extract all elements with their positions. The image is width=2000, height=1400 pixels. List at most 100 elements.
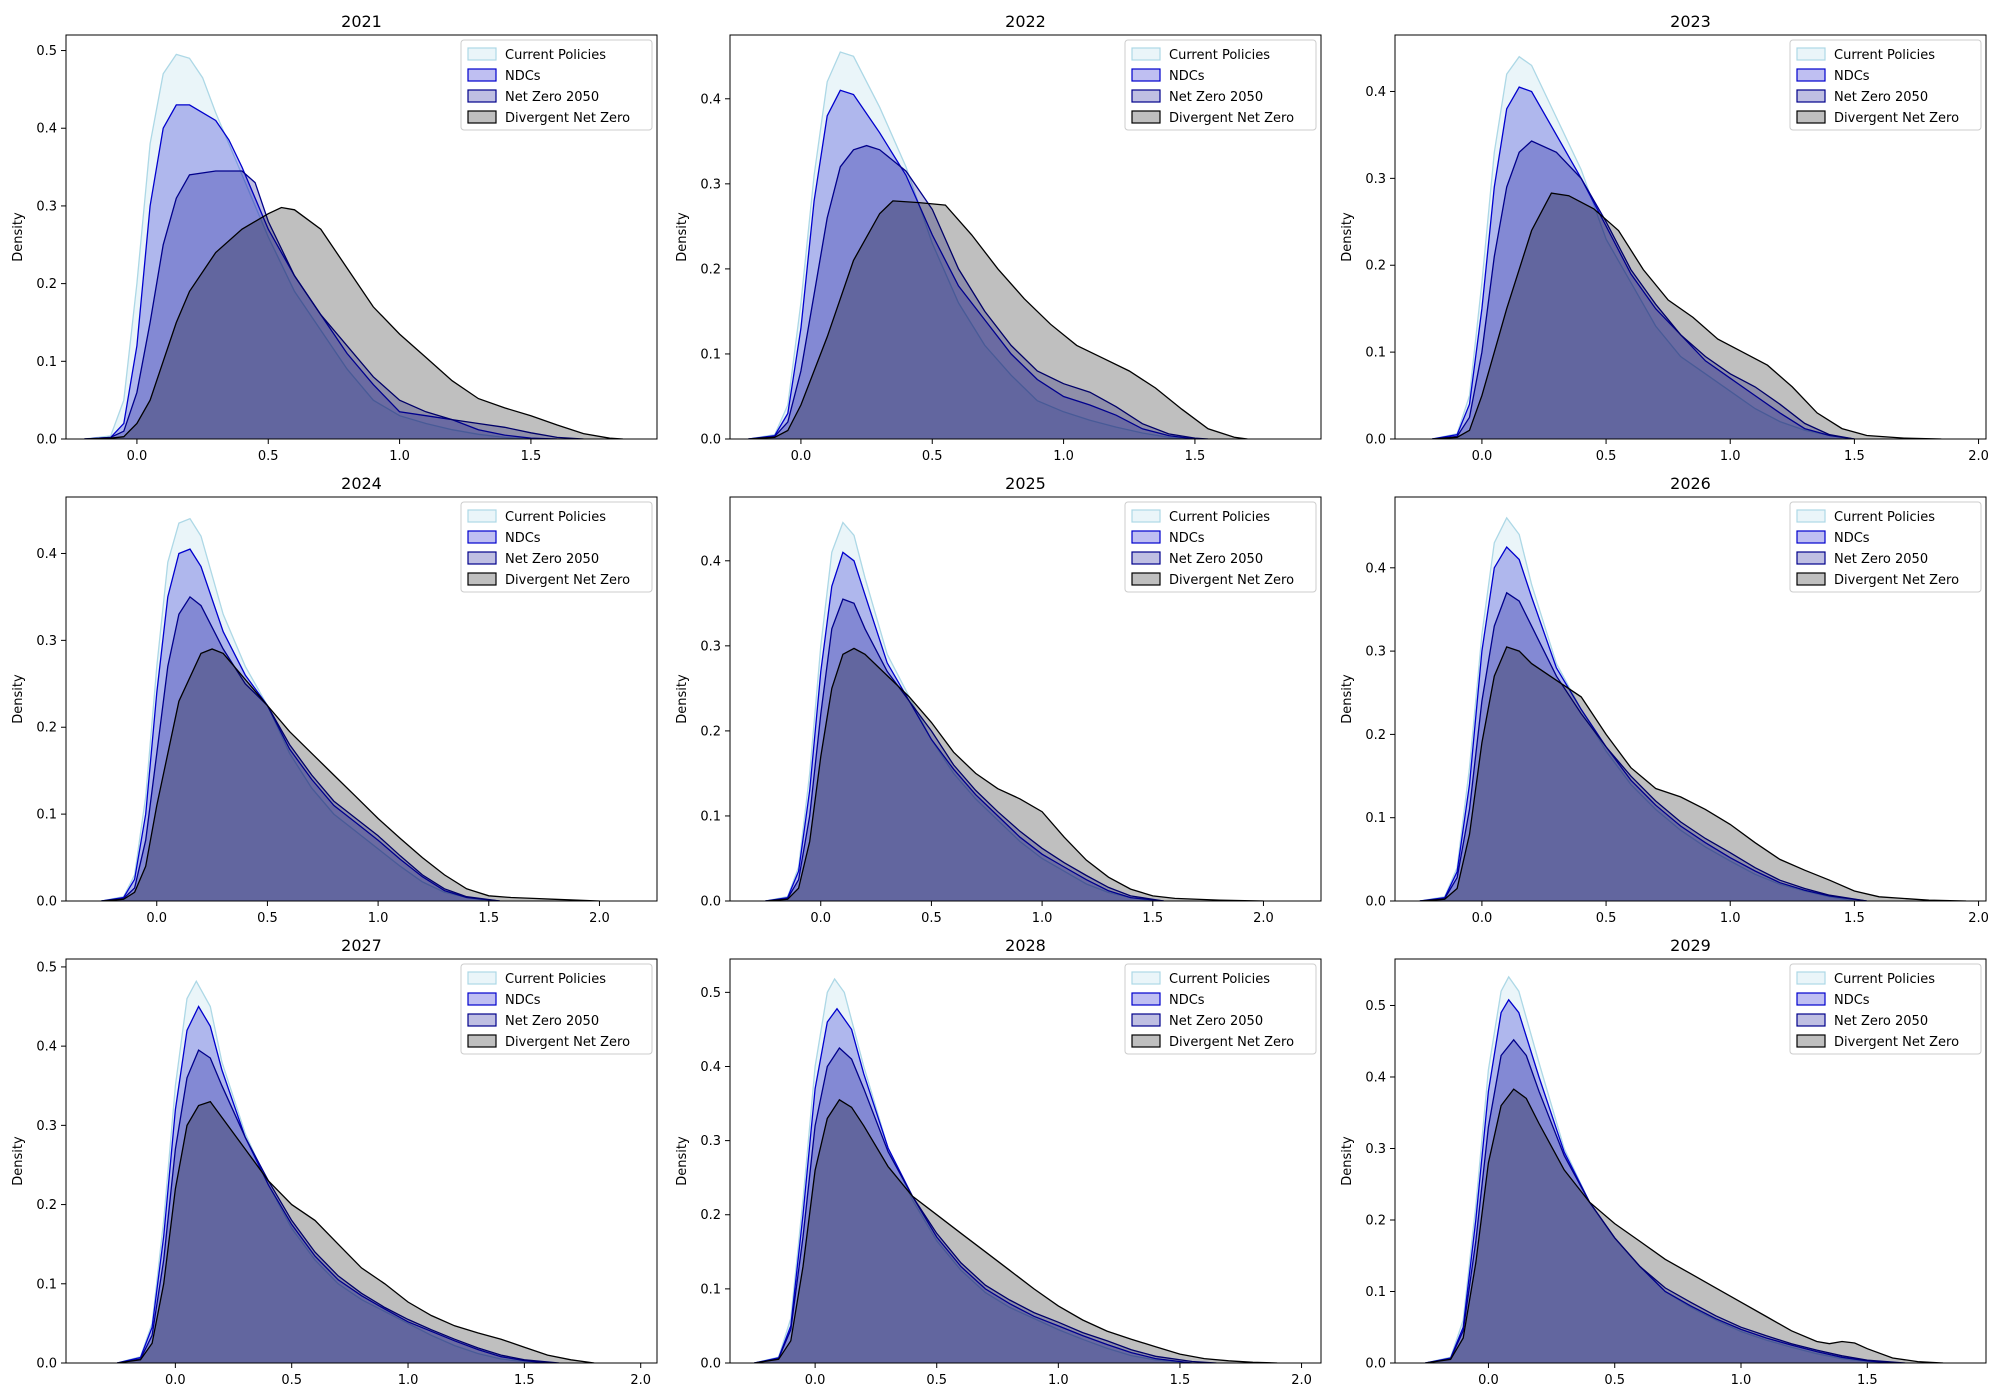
legend-label: Net Zero 2050 [1169, 1014, 1263, 1029]
y-tick-label: 0.2 [1365, 1213, 1386, 1228]
legend-swatch [1131, 530, 1161, 544]
legend-swatch [1796, 509, 1826, 523]
x-tick-label: 1.5 [1844, 449, 1865, 464]
y-tick-label: 0.2 [700, 262, 721, 277]
x-tick-label: 1.0 [1032, 911, 1053, 926]
legend-label: Current Policies [1834, 48, 1935, 63]
x-tick-label: 1.5 [1844, 911, 1865, 926]
series-fill-current-policies [84, 54, 531, 439]
y-tick-label: 0.3 [700, 177, 721, 192]
axes-frame [729, 34, 1322, 440]
y-tick-label: 0.0 [1365, 433, 1386, 448]
y-tick-label: 0.1 [1365, 1285, 1386, 1300]
legend-swatch [467, 572, 497, 586]
legend-label: NDCs [1169, 993, 1205, 1008]
series-line-current-policies [117, 979, 537, 1363]
legend-label: Current Policies [505, 48, 606, 63]
legend-label: NDCs [1169, 69, 1205, 84]
legend-label: Net Zero 2050 [1834, 1014, 1928, 1029]
x-tick-label: 2.0 [1968, 911, 1989, 926]
series-line-divergent-net-zero [748, 200, 1248, 439]
series-fill-current-policies [765, 522, 1153, 901]
y-tick-label: 0.1 [36, 808, 57, 823]
legend-swatch [467, 530, 497, 544]
x-tick-label: 2.0 [589, 911, 610, 926]
series-fill-ndcs [117, 1006, 548, 1363]
y-tick-label: 0.3 [700, 639, 721, 654]
x-tick-label: 0.0 [1478, 1373, 1499, 1388]
panel-2024: 0.0 0.5 1.0 1.5 2.0 0.0 0.1 0.2 0.3 0.4 Density 202… [11, 474, 658, 926]
y-axis-label: Density [1340, 674, 1355, 724]
series-line-divergent-net-zero [1419, 646, 1967, 901]
y-tick-label: 0.2 [1365, 728, 1386, 743]
y-tick-label: 0.0 [1365, 1357, 1386, 1372]
legend-swatch [1131, 1034, 1161, 1048]
legend-swatch [1131, 1013, 1161, 1027]
y-tick-label: 0.2 [36, 1198, 57, 1213]
axes-frame [729, 496, 1322, 902]
legend-swatch [1131, 110, 1161, 124]
legend-swatch [1131, 971, 1161, 985]
x-tick-label: 0.0 [165, 1373, 186, 1388]
series-line-current-policies [754, 977, 1193, 1363]
legend-label: Current Policies [1169, 48, 1270, 63]
y-tick-label: 0.4 [1365, 85, 1386, 100]
panel-2026: 0.0 0.5 1.0 1.5 2.0 0.0 0.1 0.2 0.3 0.4 Density 202… [1340, 474, 1989, 926]
axes-frame [65, 958, 658, 1364]
series-fill-divergent-net-zero [1419, 646, 1967, 901]
y-tick-label: 0.0 [36, 1357, 57, 1372]
y-tick-label: 0.4 [1365, 561, 1386, 576]
y-tick-label: 0.3 [36, 634, 57, 649]
panel-title: 2024 [341, 474, 382, 493]
x-tick-label: 2.0 [1253, 911, 1274, 926]
series-fill-ndcs [1432, 87, 1855, 439]
panel-title: 2025 [1005, 474, 1046, 493]
series-line-divergent-net-zero [754, 1098, 1278, 1363]
series-line-net-zero-2050 [84, 170, 584, 439]
series-line-ndcs [1432, 86, 1855, 439]
y-tick-label: 0.1 [1365, 346, 1386, 361]
y-tick-label: 0.0 [700, 433, 721, 448]
series-line-net-zero-2050 [765, 598, 1164, 901]
legend-swatch [467, 89, 497, 103]
legend-box [1789, 39, 1982, 131]
legend: Current Policies NDCs Net Zero 2050 Diverge… [1789, 501, 1982, 593]
series-line-ndcs [101, 548, 500, 901]
y-tick-label: 0.1 [36, 355, 57, 370]
legend-label: Net Zero 2050 [1834, 552, 1928, 567]
legend-swatch [1796, 971, 1826, 985]
legend-label: Divergent Net Zero [505, 573, 630, 588]
y-tick-label: 0.1 [700, 809, 721, 824]
x-tick-label: 1.5 [521, 449, 542, 464]
legend-swatch [1131, 89, 1161, 103]
panel-2029: 0.0 0.5 1.0 1.5 0.0 0.1 0.2 0.3 0.4 0.5 Density 202… [1340, 936, 1987, 1388]
y-tick-label: 0.2 [36, 277, 57, 292]
y-tick-label: 0.4 [36, 1040, 57, 1055]
y-tick-label: 0.2 [1365, 259, 1386, 274]
series-fill-net-zero-2050 [101, 596, 500, 901]
legend-label: Divergent Net Zero [505, 1035, 630, 1050]
panel-title: 2028 [1005, 936, 1046, 955]
axes-frame [729, 958, 1322, 1364]
series-line-divergent-net-zero [1425, 1088, 1944, 1363]
series-fill-ndcs [1419, 547, 1867, 901]
y-axis-label: Density [11, 212, 26, 262]
legend-label: Net Zero 2050 [1169, 90, 1263, 105]
y-tick-label: 0.1 [36, 1277, 57, 1292]
legend: Current Policies NDCs Net Zero 2050 Diverge… [1124, 39, 1317, 131]
legend-label: Divergent Net Zero [1169, 1035, 1294, 1050]
x-tick-label: 1.0 [389, 449, 410, 464]
y-axis-label: Density [1340, 212, 1355, 262]
x-tick-label: 0.0 [805, 1373, 826, 1388]
axes-frame [1394, 34, 1987, 440]
series-line-current-policies [748, 51, 1195, 439]
legend-label: NDCs [1169, 531, 1205, 546]
y-tick-label: 0.0 [700, 895, 721, 910]
series-line-net-zero-2050 [1419, 591, 1867, 901]
series-fill-ndcs [1425, 999, 1893, 1363]
series-fill-ndcs [101, 549, 500, 901]
legend-label: NDCs [505, 531, 541, 546]
legend-swatch [1796, 68, 1826, 82]
legend: Current Policies NDCs Net Zero 2050 Diverge… [460, 501, 653, 593]
